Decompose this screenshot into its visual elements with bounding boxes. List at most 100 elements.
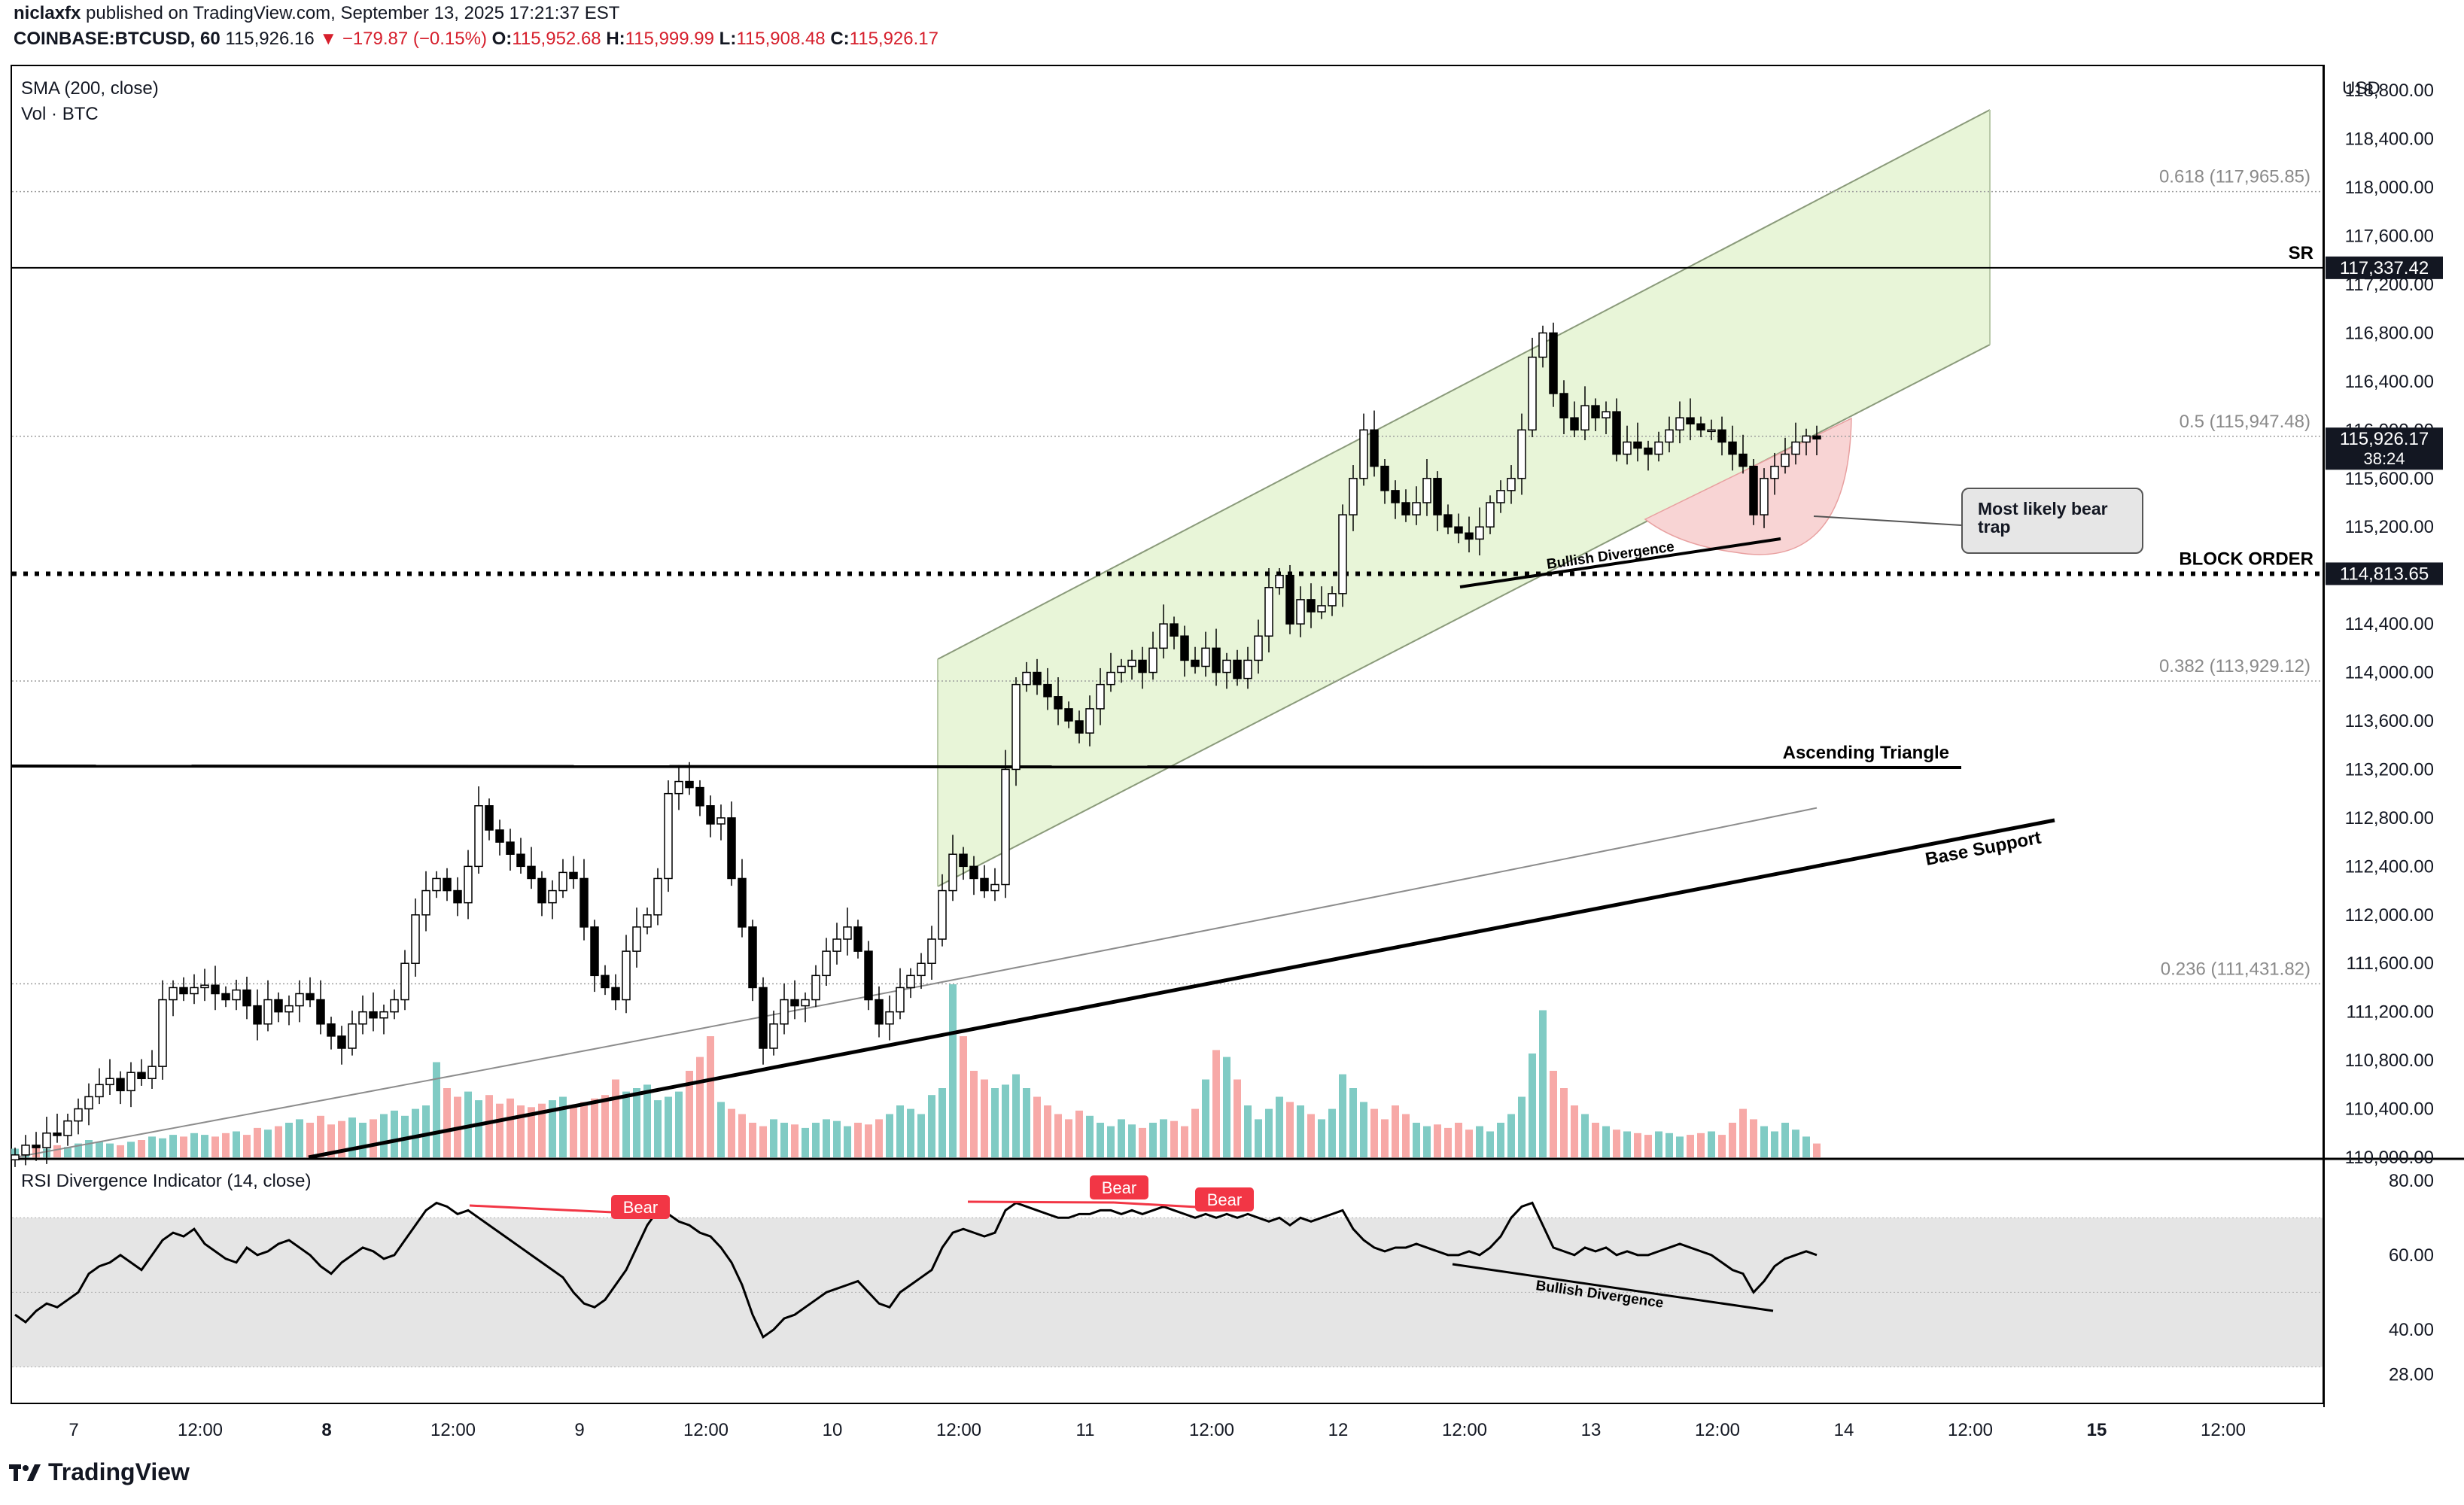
volume-bar bbox=[570, 1105, 577, 1157]
volume-bar bbox=[938, 1088, 946, 1157]
candle-body bbox=[1127, 659, 1136, 667]
volume-bar bbox=[1718, 1135, 1726, 1157]
candle-body bbox=[527, 865, 536, 880]
candle-body bbox=[875, 999, 884, 1025]
volume-indicator-label[interactable]: Vol · BTC bbox=[21, 104, 99, 124]
time-axis-tick: 14 bbox=[1834, 1420, 1854, 1440]
candle-body bbox=[190, 987, 199, 995]
volume-bar bbox=[422, 1105, 430, 1157]
rsi-axis-tick: 60.00 bbox=[2389, 1245, 2434, 1266]
candle-body bbox=[1422, 478, 1431, 503]
volume-bar bbox=[1023, 1088, 1030, 1157]
time-axis-tick: 12:00 bbox=[936, 1420, 981, 1440]
volume-bar bbox=[1276, 1096, 1283, 1157]
high-label: H: bbox=[606, 29, 625, 49]
volume-bar bbox=[190, 1133, 198, 1157]
candle-body bbox=[1285, 574, 1294, 625]
candle-body bbox=[221, 993, 230, 1001]
candle-body bbox=[453, 889, 462, 904]
volume-bar bbox=[854, 1123, 862, 1157]
candle-body bbox=[969, 865, 978, 880]
volume-bar bbox=[970, 1071, 978, 1157]
candle-body bbox=[253, 1005, 262, 1025]
price-axis-tick: 113,600.00 bbox=[2345, 711, 2434, 731]
candle-body bbox=[232, 989, 241, 1001]
candle-body bbox=[1401, 502, 1410, 515]
rsi-axis-tick: 40.00 bbox=[2389, 1320, 2434, 1340]
candle-body bbox=[1170, 623, 1179, 637]
grid-layer bbox=[12, 65, 2464, 1407]
volume-bar bbox=[1750, 1119, 1757, 1157]
volume-bar bbox=[886, 1114, 893, 1157]
candle-body bbox=[1791, 441, 1800, 455]
tradingview-watermark[interactable]: TradingView bbox=[9, 1458, 190, 1486]
candle-body bbox=[1391, 490, 1400, 503]
volume-bar bbox=[1739, 1108, 1747, 1157]
candle-body bbox=[1412, 502, 1421, 515]
rsi-indicator-label[interactable]: RSI Divergence Indicator (14, close) bbox=[21, 1171, 312, 1191]
candle-body bbox=[1486, 502, 1495, 528]
candle-body bbox=[1528, 356, 1537, 431]
volume-bar bbox=[254, 1127, 261, 1157]
candle-body bbox=[1138, 659, 1147, 673]
volume-bar bbox=[106, 1143, 114, 1157]
symbol-label[interactable]: COINBASE:BTCUSD, 60 bbox=[14, 29, 221, 49]
volume-bar bbox=[359, 1123, 367, 1157]
volume-bar bbox=[1297, 1105, 1304, 1157]
candle-body bbox=[443, 877, 452, 892]
candle-body bbox=[1317, 605, 1326, 613]
fib-level-label: 0.382 (113,929.12) bbox=[2159, 656, 2310, 676]
sma-200-line bbox=[14, 807, 1818, 1158]
volume-bar bbox=[875, 1119, 883, 1157]
channel-fill bbox=[938, 110, 1990, 886]
publish-text: published on TradingView.com, September … bbox=[81, 3, 620, 23]
volume-bar bbox=[928, 1095, 935, 1157]
volume-bar bbox=[1402, 1114, 1410, 1157]
volume-bar bbox=[1139, 1127, 1146, 1157]
candle-body bbox=[116, 1078, 125, 1092]
candle-body bbox=[1328, 593, 1337, 607]
candle-body bbox=[1686, 417, 1695, 425]
volume-bar bbox=[580, 1102, 588, 1157]
volume-bar bbox=[896, 1105, 904, 1157]
volume-bar bbox=[1729, 1123, 1736, 1157]
candle-body bbox=[706, 805, 715, 825]
volume-bar bbox=[1497, 1123, 1504, 1157]
open-label: O: bbox=[491, 29, 513, 49]
volume-bar bbox=[475, 1100, 482, 1157]
candle-body bbox=[1781, 453, 1790, 467]
volume-bar bbox=[1602, 1126, 1610, 1157]
candle-body bbox=[1654, 441, 1663, 455]
candle-body bbox=[727, 817, 736, 880]
volume-bar bbox=[591, 1098, 598, 1157]
publisher-name[interactable]: niclaxfx bbox=[14, 3, 81, 23]
sma-indicator-label[interactable]: SMA (200, close) bbox=[21, 78, 159, 99]
price-axis-tick: 112,000.00 bbox=[2345, 905, 2434, 926]
candle-body bbox=[1696, 423, 1705, 431]
volume-bar bbox=[53, 1145, 61, 1157]
candle-body bbox=[1623, 441, 1632, 455]
publish-info: niclaxfx published on TradingView.com, S… bbox=[14, 3, 619, 24]
candle-body bbox=[579, 877, 589, 928]
bear-trap-callout[interactable]: Most likely bear trap bbox=[1961, 488, 2143, 554]
price-axis-tick: 118,000.00 bbox=[2345, 178, 2434, 198]
price-axis-tick: 110,800.00 bbox=[2345, 1050, 2434, 1071]
candle-body bbox=[169, 987, 178, 1001]
volume-bar bbox=[348, 1117, 356, 1157]
volume-bar bbox=[306, 1123, 314, 1157]
volume-bar bbox=[1012, 1074, 1020, 1157]
candle-body bbox=[853, 926, 862, 952]
candle-body bbox=[284, 1005, 294, 1013]
price-axis-tick: 111,200.00 bbox=[2346, 1002, 2434, 1023]
volume-bar bbox=[1075, 1110, 1083, 1157]
candle-body bbox=[126, 1072, 135, 1092]
time-axis-tick: 12:00 bbox=[430, 1420, 476, 1440]
candle-body bbox=[464, 865, 473, 904]
candle-body bbox=[379, 1011, 388, 1019]
candle-body bbox=[1665, 429, 1674, 443]
volume-bar bbox=[1560, 1088, 1568, 1157]
volume-bar bbox=[696, 1057, 704, 1157]
candle-body bbox=[21, 1145, 30, 1156]
volume-bar bbox=[1339, 1074, 1346, 1157]
